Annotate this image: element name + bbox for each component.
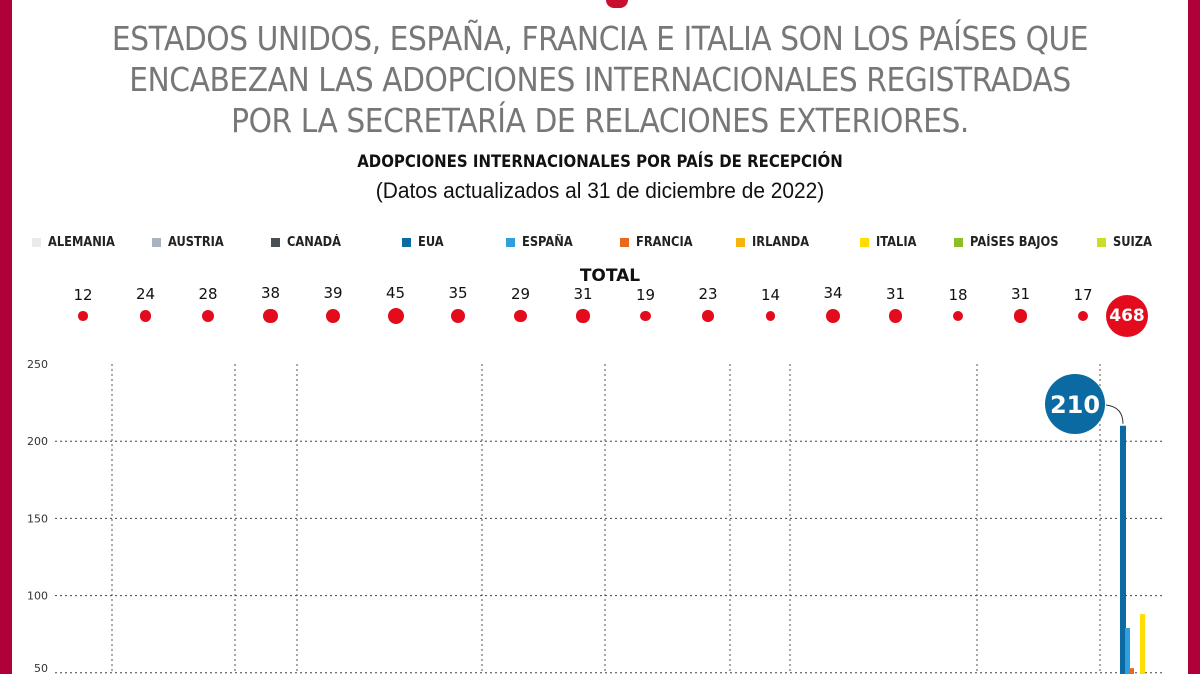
total-value: 18	[948, 285, 968, 304]
total-value: 39	[323, 284, 343, 303]
legend-swatch	[620, 238, 629, 247]
legend-item: PAÍSES BAJOS	[954, 235, 1071, 250]
total-dot	[139, 310, 152, 322]
legend-label: SUIZA	[1113, 235, 1152, 250]
y-tick-label: 150	[27, 512, 48, 525]
legend-swatch	[736, 238, 745, 247]
total-value: 45	[385, 283, 406, 302]
total-value: 28	[198, 284, 218, 303]
legend-label: PAÍSES BAJOS	[970, 235, 1059, 250]
bar-eua	[1120, 425, 1126, 674]
total-dot	[201, 309, 215, 323]
total-dot	[78, 311, 88, 321]
total-dot	[1077, 310, 1089, 322]
legend-label: EUA	[418, 235, 444, 250]
total-dot	[826, 309, 840, 323]
legend-swatch	[506, 238, 515, 247]
legend-swatch	[152, 238, 161, 247]
total-dot	[576, 309, 590, 323]
decorative-circle	[606, 0, 628, 8]
total-dot	[952, 310, 964, 322]
total-dot	[765, 311, 776, 321]
total-value: 19	[635, 285, 656, 304]
total-value: 14	[760, 286, 781, 305]
total-dot	[1013, 309, 1028, 323]
bar-francia	[1130, 668, 1134, 674]
total-dot	[514, 309, 527, 323]
legend-swatch	[1097, 238, 1106, 247]
legend-label: FRANCIA	[636, 235, 693, 250]
total-dot	[325, 308, 341, 324]
total-dot	[888, 309, 903, 323]
callout-bubble	[1045, 374, 1105, 434]
total-dot	[263, 308, 278, 324]
legend-item: SUIZA	[1097, 235, 1157, 250]
legend-item: ALEMANIA	[32, 235, 124, 250]
total-dot	[451, 309, 465, 323]
legend-label: AUSTRIA	[168, 235, 224, 250]
total-value: 31	[1010, 284, 1031, 303]
callout-line	[1105, 404, 1124, 424]
legend-swatch	[860, 238, 869, 247]
legend-item: FRANCIA	[620, 235, 700, 250]
y-tick-label: 200	[27, 435, 48, 448]
total-value: 34	[823, 284, 843, 303]
chart-title: ADOPCIONES INTERNACIONALES POR PAÍS DE R…	[357, 152, 843, 172]
total-value: 17	[1073, 285, 1093, 304]
grand-total: 468	[1106, 295, 1148, 337]
total-value: 38	[260, 284, 281, 303]
left-border	[0, 0, 12, 674]
legend-label: IRLANDA	[752, 235, 810, 250]
callout-value: 210	[1050, 391, 1100, 419]
total-value: 35	[448, 284, 468, 303]
legend-swatch	[271, 238, 280, 247]
legend-label: ALEMANIA	[48, 235, 115, 250]
legend-label: CANADÁ	[287, 235, 342, 250]
legend-label: ESPAÑA	[522, 235, 573, 250]
legend-item: CANADÁ	[271, 235, 348, 250]
total-value: 23	[698, 285, 718, 304]
legend-label: ITALIA	[876, 235, 917, 250]
legend-item: ITALIA	[860, 235, 922, 250]
total-dot	[640, 310, 651, 322]
legend-item: AUSTRIA	[152, 235, 231, 250]
headline: ESTADOS UNIDOS, ESPAÑA, FRANCIA E ITALIA…	[111, 19, 1089, 140]
y-tick-label: 250	[27, 358, 48, 371]
total-value: 12	[73, 286, 93, 305]
y-tick-label: 100	[27, 590, 48, 603]
total-dot	[702, 310, 714, 322]
chart-subtitle: (Datos actualizados al 31 de diciembre d…	[375, 178, 825, 203]
legend-swatch	[32, 238, 41, 247]
bar-italia	[1140, 614, 1145, 674]
legend-item: ESPAÑA	[506, 235, 580, 250]
legend-swatch	[402, 238, 411, 247]
total-value: 29	[510, 284, 531, 303]
legend-item: EUA	[402, 235, 447, 250]
total-value: 24	[135, 285, 156, 304]
total-dot	[387, 308, 404, 324]
y-tick-label: 50	[34, 662, 48, 674]
legend-swatch	[954, 238, 963, 247]
bar-españa	[1125, 628, 1130, 674]
total-value: 31	[573, 284, 593, 303]
right-border	[1188, 0, 1200, 674]
total-label: TOTAL	[579, 266, 641, 286]
legend-item: IRLANDA	[736, 235, 817, 250]
total-value: 31	[885, 284, 906, 303]
